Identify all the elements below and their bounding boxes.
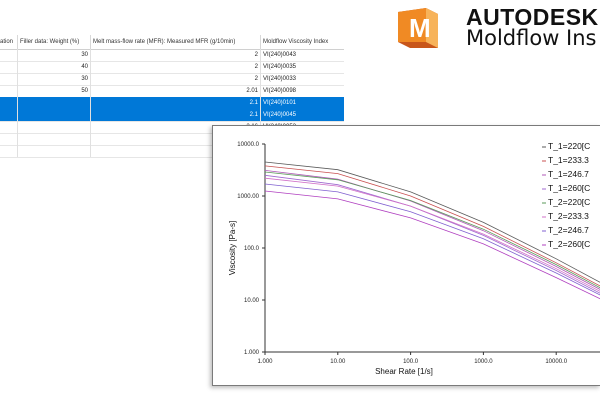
filler-weight-cell[interactable]: 30 (81, 52, 88, 58)
x-tick-label: 1000.0 (474, 359, 493, 365)
column-header-viscosity-index[interactable]: Moldflow Viscosity Index (260, 35, 344, 49)
series-line-2 (264, 165, 600, 287)
x-tick-label: 100.0 (403, 359, 419, 365)
moldflow-m-logo-icon: M (398, 8, 438, 48)
y-tick-label: 10.00 (244, 298, 260, 304)
column-divider (90, 49, 91, 157)
filler-weight-cell[interactable] (17, 145, 90, 157)
y-tick-label: 100.0 (244, 246, 260, 252)
column-header-measured-mfr[interactable]: Melt mass-flow rate (MFR): Measured MFR … (90, 35, 260, 49)
filler-weight-cell[interactable] (17, 133, 90, 145)
filler-weight-cell[interactable]: 50 (81, 88, 88, 94)
series-line-7 (264, 183, 600, 296)
filler-weight-cell[interactable] (17, 97, 90, 109)
legend-entry: T_2=260[C (548, 239, 590, 249)
filler-weight-cell[interactable] (17, 121, 90, 133)
table-row[interactable]: 30 2 VI(240)0033 (0, 73, 344, 85)
viscosity-chart: 1.000 10.00 100.0 1000.0 10000.0 10000.0 1000.… (228, 141, 600, 376)
series-line-5 (264, 171, 600, 289)
row-divider (0, 61, 344, 62)
x-tick-label: 10000.0 (545, 359, 567, 365)
measured-mfr-cell[interactable]: 2 (254, 76, 258, 82)
series-line-6 (264, 177, 600, 292)
legend-entry: T_2=246.7 (548, 225, 589, 235)
legend-entry: T_1=246.7 (548, 169, 589, 179)
x-axis-label: Shear Rate [1/s] (375, 367, 433, 376)
legend-entry: T_1=260[C (548, 183, 590, 193)
measured-mfr-cell[interactable]: 2.1 (249, 112, 258, 118)
series-line-4 (264, 174, 600, 294)
row-selector-cell[interactable] (0, 97, 17, 109)
legend-entry: T_2=233.3 (548, 211, 589, 221)
x-tick-label: 10.00 (330, 359, 346, 365)
viscosity-index-cell[interactable]: VI(240)0101 (263, 100, 297, 106)
row-selector-cell[interactable] (0, 133, 17, 145)
series-line-8 (264, 190, 600, 300)
column-divider (260, 49, 261, 157)
measured-mfr-cell[interactable]: 2 (254, 64, 258, 70)
measured-mfr-cell[interactable]: 2.1 (249, 100, 258, 106)
viscosity-index-cell[interactable]: VI(240)0098 (263, 88, 297, 94)
filler-weight-cell[interactable] (17, 109, 90, 121)
autodesk-moldflow-logo: M AUTODESK Moldflow Ins (398, 4, 600, 50)
table-row[interactable]: 50 2.01 VI(240)0098 (0, 85, 344, 97)
y-tick-label: 10000.0 (237, 142, 259, 148)
row-selector-cell[interactable] (0, 73, 17, 85)
row-divider (0, 85, 344, 86)
grid-header-row: ation Filler data: Weight (%) Melt mass-… (0, 35, 344, 50)
series-line-1 (264, 161, 600, 283)
filler-weight-cell[interactable]: 40 (81, 64, 88, 70)
legend-entry: T_2=220[C (548, 197, 590, 207)
viscosity-index-cell[interactable]: VI(240)0035 (263, 64, 297, 70)
y-axis-label: Viscosity [Pa-s] (228, 221, 237, 276)
viscosity-index-cell[interactable]: VI(240)0033 (263, 76, 297, 82)
column-header-filler-weight[interactable]: Filler data: Weight (%) (17, 35, 90, 49)
viscosity-plot-window[interactable]: 1.000 10.00 100.0 1000.0 10000.0 10000.0 1000.… (212, 125, 600, 386)
filler-weight-cell[interactable]: 30 (81, 76, 88, 82)
row-selector-cell[interactable] (0, 109, 17, 121)
x-tick-label: 1.000 (257, 359, 273, 365)
y-tick-label: 1.000 (244, 350, 260, 356)
legend-entry: T_1=220[C (548, 141, 590, 151)
y-tick-label: 1000.00 (237, 194, 259, 200)
table-row[interactable]: 2.1 VI(240)0045 (0, 109, 344, 121)
row-divider (0, 145, 344, 146)
table-row[interactable]: 2.1 VI(240)0101 (0, 97, 344, 109)
row-selector-cell[interactable] (0, 61, 17, 73)
row-divider (0, 133, 344, 134)
row-selector-cell[interactable] (0, 145, 17, 157)
column-header-truncated[interactable]: ation (0, 39, 14, 45)
row-selector-cell[interactable] (0, 121, 17, 133)
table-row[interactable]: 30 2 VI(240)0043 (0, 49, 344, 61)
viscosity-index-cell[interactable]: VI(240)0045 (263, 112, 297, 118)
row-selector-cell[interactable] (0, 49, 17, 61)
legend-entry: T_1=233.3 (548, 155, 589, 165)
measured-mfr-cell[interactable]: 2 (254, 52, 258, 58)
row-divider (0, 121, 344, 122)
row-selector-cell[interactable] (0, 85, 17, 97)
row-divider (0, 157, 344, 158)
viscosity-index-cell[interactable]: VI(240)0043 (263, 52, 297, 58)
product-name: Moldflow Ins (466, 26, 597, 50)
brand-name: AUTODESK (466, 4, 599, 30)
measured-mfr-cell[interactable]: 2.01 (246, 88, 258, 94)
row-divider (0, 73, 344, 74)
series-line-3 (264, 170, 600, 290)
table-row[interactable]: 40 2 VI(240)0035 (0, 61, 344, 73)
column-divider (17, 49, 18, 157)
